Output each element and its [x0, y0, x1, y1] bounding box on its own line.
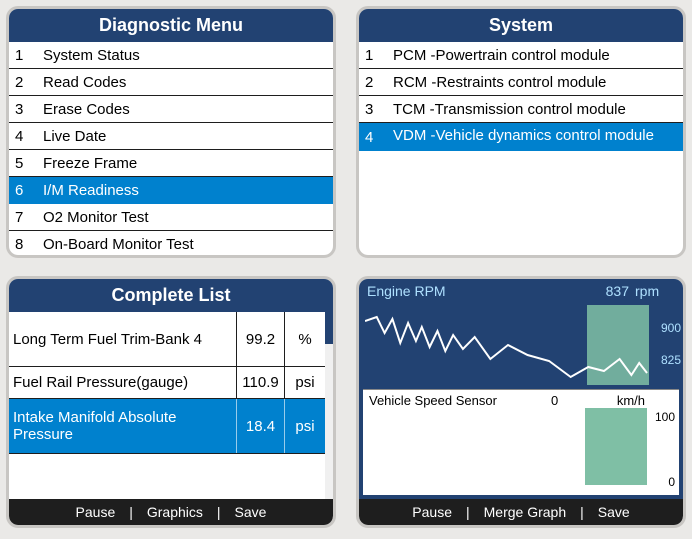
merge-graph-button[interactable]: Merge Graph	[484, 504, 566, 520]
menu-item-label: Erase Codes	[43, 101, 333, 118]
menu-item-number: 6	[15, 182, 43, 199]
speed-scale-min: 0	[649, 475, 675, 489]
speed-name: Vehicle Speed Sensor	[369, 393, 551, 408]
menu-item-label: TCM -Transmission control module	[393, 101, 683, 118]
save-button[interactable]: Save	[235, 504, 267, 520]
rpm-scale-min: 825	[651, 353, 681, 367]
diagnostic-menu-item[interactable]: 2Read Codes	[9, 69, 333, 96]
complete-list-unit: psi	[285, 399, 325, 453]
menu-item-label: Freeze Frame	[43, 155, 333, 172]
speed-header: Vehicle Speed Sensor 0 km/h	[363, 390, 679, 408]
graph-bottom-bar: Pause | Merge Graph | Save	[359, 499, 683, 525]
diagnostic-menu-item[interactable]: 8On-Board Monitor Test	[9, 231, 333, 255]
diagnostic-menu-title: Diagnostic Menu	[9, 9, 333, 42]
rpm-unit: rpm	[635, 283, 675, 299]
complete-list-name: Intake Manifold Absolute Pressure	[9, 399, 237, 453]
graph-card-inner: Engine RPM 837 rpm 900 825 Vehicle	[359, 279, 683, 499]
menu-item-label: On-Board Monitor Test	[43, 236, 333, 253]
complete-list-row[interactable]: Fuel Rail Pressure(gauge)110.9psi	[9, 367, 325, 399]
rpm-header: Engine RPM 837 rpm	[359, 279, 683, 299]
menu-item-label: PCM -Powertrain control module	[393, 47, 683, 64]
menu-item-number: 8	[15, 236, 43, 253]
menu-item-number: 3	[365, 101, 393, 118]
menu-item-label: System Status	[43, 47, 333, 64]
rpm-scale: 900 825	[651, 321, 681, 367]
menu-item-label: VDM -Vehicle dynamics control module	[393, 127, 683, 144]
system-menu-list: 1PCM -Powertrain control module2RCM -Res…	[359, 42, 683, 255]
speed-chart-area: 100 0	[363, 408, 679, 495]
menu-item-number: 1	[15, 47, 43, 64]
menu-item-number: 4	[365, 127, 393, 146]
menu-item-label: Live Date	[43, 128, 333, 145]
menu-item-number: 3	[15, 101, 43, 118]
menu-item-label: O2 Monitor Test	[43, 209, 333, 226]
complete-list-row[interactable]: Long Term Fuel Trim-Bank 499.2%	[9, 312, 325, 367]
diagnostic-menu-item[interactable]: 1System Status	[9, 42, 333, 69]
complete-list-value: 18.4	[237, 399, 285, 453]
menu-item-label: I/M Readiness	[43, 182, 333, 199]
complete-list-title: Complete List	[9, 279, 333, 312]
complete-list-row[interactable]: Intake Manifold Absolute Pressure18.4psi	[9, 399, 325, 454]
system-menu-item[interactable]: 1PCM -Powertrain control module	[359, 42, 683, 69]
system-menu-card: System 1PCM -Powertrain control module2R…	[356, 6, 686, 258]
rpm-name: Engine RPM	[367, 283, 575, 299]
rpm-chart-area	[365, 299, 649, 385]
complete-list-scrollbar[interactable]	[325, 312, 333, 499]
rpm-line-chart	[365, 299, 649, 385]
menu-item-label: Read Codes	[43, 74, 333, 91]
system-menu-item[interactable]: 3TCM -Transmission control module	[359, 96, 683, 123]
menu-item-number: 1	[365, 47, 393, 64]
complete-list-value: 110.9	[237, 367, 285, 398]
rpm-value: 837	[575, 283, 635, 299]
complete-list-name: Fuel Rail Pressure(gauge)	[9, 367, 237, 398]
complete-list-card: Complete List Long Term Fuel Trim-Bank 4…	[6, 276, 336, 528]
menu-item-number: 2	[365, 74, 393, 91]
diagnostic-menu-card: Diagnostic Menu 1System Status2Read Code…	[6, 6, 336, 258]
graph-pause-button[interactable]: Pause	[412, 504, 452, 520]
speed-unit: km/h	[601, 393, 645, 408]
diagnostic-menu-item[interactable]: 4Live Date	[9, 123, 333, 150]
rpm-scale-max: 900	[651, 321, 681, 335]
system-menu-item[interactable]: 2RCM -Restraints control module	[359, 69, 683, 96]
complete-list-name: Long Term Fuel Trim-Bank 4	[9, 312, 237, 366]
menu-item-number: 4	[15, 128, 43, 145]
complete-list-bottom-bar: Pause | Graphics | Save	[9, 499, 333, 525]
diagnostic-menu-list: 1System Status2Read Codes3Erase Codes4Li…	[9, 42, 333, 255]
complete-list-value: 99.2	[237, 312, 285, 366]
speed-scale-max: 100	[649, 410, 675, 424]
system-menu-title: System	[359, 9, 683, 42]
menu-item-number: 7	[15, 209, 43, 226]
complete-list-unit: psi	[285, 367, 325, 398]
graph-save-button[interactable]: Save	[598, 504, 630, 520]
diagnostic-menu-item[interactable]: 6I/M Readiness	[9, 177, 333, 204]
complete-list-body: Long Term Fuel Trim-Bank 499.2%Fuel Rail…	[9, 312, 333, 499]
speed-panel: Vehicle Speed Sensor 0 km/h 100 0	[363, 389, 679, 495]
pause-button[interactable]: Pause	[76, 504, 116, 520]
menu-item-label: RCM -Restraints control module	[393, 74, 683, 91]
menu-item-number: 2	[15, 74, 43, 91]
speed-highlight-block	[585, 408, 647, 485]
diagnostic-menu-item[interactable]: 7O2 Monitor Test	[9, 204, 333, 231]
menu-item-number: 5	[15, 155, 43, 172]
diagnostic-menu-item[interactable]: 3Erase Codes	[9, 96, 333, 123]
diagnostic-menu-item[interactable]: 5Freeze Frame	[9, 150, 333, 177]
speed-value: 0	[551, 393, 601, 408]
complete-list-unit: %	[285, 312, 325, 366]
graphics-button[interactable]: Graphics	[147, 504, 203, 520]
graph-card: Engine RPM 837 rpm 900 825 Vehicle	[356, 276, 686, 528]
system-menu-item[interactable]: 4VDM -Vehicle dynamics control module	[359, 123, 683, 151]
speed-scale: 100 0	[649, 410, 675, 489]
